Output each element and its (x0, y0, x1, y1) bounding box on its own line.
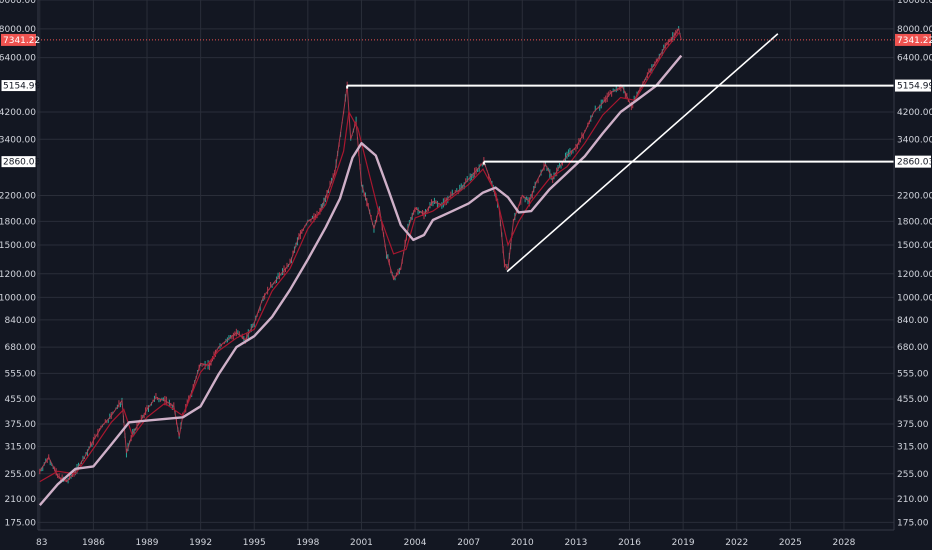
trendline (506, 33, 779, 273)
y-tick-label-left: 1500.00 (0, 241, 36, 251)
x-tick-label: 1995 (243, 538, 266, 548)
x-tick-label: 1989 (136, 538, 159, 548)
y-tick-label-left: 10000.00 (0, 0, 36, 6)
level-badge-left-text: 2860.03 (3, 158, 40, 168)
level-badge-right-text: 2860.03 (897, 158, 932, 168)
y-tick-label-left: 375.00 (5, 420, 37, 430)
x-tick-label: 2007 (457, 538, 480, 548)
grid-lines (38, 0, 894, 530)
long-moving-average-line (38, 54, 683, 506)
y-tick-label-left: 8000.00 (0, 25, 36, 35)
level-badge-left-text: 5154.99 (3, 82, 40, 92)
y-tick-label-right: 680.00 (897, 343, 929, 353)
x-tick-label: 2028 (833, 538, 856, 548)
short-moving-average-line (39, 31, 681, 483)
y-tick-label-left: 1200.00 (0, 270, 36, 280)
y-tick-label-right: 3400.00 (897, 135, 932, 145)
y-tick-label-right: 10000.00 (897, 0, 932, 6)
x-tick-label: 2016 (618, 538, 641, 548)
x-tick-label: 2001 (350, 538, 373, 548)
y-tick-label-left: 680.00 (5, 343, 37, 353)
y-tick-label-right: 840.00 (897, 316, 929, 326)
y-tick-label-right: 2200.00 (897, 192, 932, 202)
x-tick-label: 2004 (404, 538, 427, 548)
y-tick-label-right: 315.00 (897, 443, 929, 453)
level-badge-right-text: 5154.99 (897, 82, 932, 92)
current-price-badge-left-text: 7341.22 (3, 36, 40, 46)
level-badge-left (0, 155, 37, 169)
y-tick-label-right: 4200.00 (897, 108, 932, 118)
y-tick-label-right: 375.00 (897, 420, 929, 430)
y-tick-label-left: 2200.00 (0, 192, 36, 202)
y-tick-label-left: 255.00 (5, 470, 37, 480)
y-tick-label-left: 1800.00 (0, 217, 36, 227)
y-tick-label-left: 3400.00 (0, 135, 36, 145)
plot-area (38, 26, 894, 506)
x-tick-label: 1986 (82, 538, 105, 548)
y-tick-label-right: 175.00 (897, 518, 929, 528)
current-price-badge-right-text: 7341.22 (897, 36, 932, 46)
x-tick-label: 2013 (564, 538, 587, 548)
y-tick-label-right: 1500.00 (897, 241, 932, 251)
x-tick-label: 83 (36, 538, 47, 548)
x-tick-label: 2010 (511, 538, 534, 548)
y-tick-label-right: 555.00 (897, 369, 929, 379)
y-tick-label-right: 255.00 (897, 470, 929, 480)
y-tick-label-right: 6400.00 (897, 54, 932, 64)
level-badge-right (895, 155, 931, 168)
y-tick-label-left: 455.00 (5, 395, 37, 405)
y-tick-label-right: 1000.00 (897, 293, 932, 303)
x-tick-label: 1998 (296, 538, 319, 548)
x-tick-label: 2019 (672, 538, 695, 548)
y-tick-label-right: 1800.00 (897, 217, 932, 227)
y-tick-label-left: 1000.00 (0, 293, 36, 303)
current-price-badge-right (895, 33, 931, 46)
y-tick-label-right: 455.00 (897, 395, 929, 405)
y-tick-label-left: 175.00 (5, 518, 37, 528)
y-tick-label-right: 210.00 (897, 495, 929, 505)
level-badge-right (895, 79, 931, 92)
x-tick-label: 1992 (189, 538, 212, 548)
y-tick-label-left: 4200.00 (0, 108, 36, 118)
y-tick-label-left: 840.00 (5, 316, 37, 326)
price-line (39, 27, 682, 483)
level-badge-left (0, 79, 37, 93)
x-tick-label: 2025 (779, 538, 802, 548)
y-tick-label-left: 210.00 (5, 495, 37, 505)
current-price-badge-left (1, 33, 36, 46)
y-tick-label-right: 1200.00 (897, 270, 932, 280)
y-tick-label-left: 315.00 (5, 443, 37, 453)
x-tick-label: 2022 (725, 538, 748, 548)
y-tick-label-right: 8000.00 (897, 25, 932, 35)
y-tick-label-left: 555.00 (5, 369, 37, 379)
y-tick-label-left: 6400.00 (0, 54, 36, 64)
